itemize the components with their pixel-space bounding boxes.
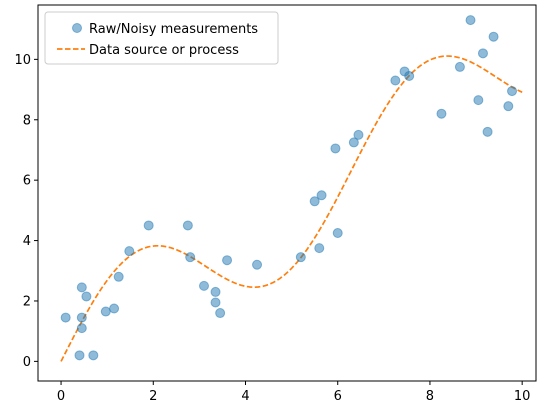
data-point [109,303,120,314]
data-point [124,246,135,257]
data-point [503,101,514,112]
data-point [309,196,320,207]
data-point [348,137,359,148]
y-tick-label: 8 [23,113,31,128]
data-point [390,75,401,86]
data-point [88,350,99,361]
data-point [100,306,111,317]
y-tick-label: 10 [14,53,31,68]
data-point [314,243,325,254]
x-tick-label: 4 [241,389,249,404]
data-point [60,312,71,323]
y-tick-label: 0 [23,355,31,370]
data-point [222,255,233,266]
data-point [454,61,465,72]
x-axis-ticks: 0 2 4 6 8 10 [57,381,531,404]
data-point [473,95,484,106]
legend: Raw/Noisy measurements Data source or pr… [44,11,279,65]
data-point [436,108,447,119]
legend-label-process: Data source or process [89,43,239,58]
data-point [76,323,87,334]
data-point [113,271,124,282]
data-point [182,220,193,231]
data-point [295,252,306,263]
data-point [488,31,499,42]
plot-area [38,5,536,381]
x-tick-label: 2 [149,389,157,404]
data-point [507,86,518,97]
data-point [465,15,476,26]
x-tick-label: 0 [57,389,65,404]
series-line-process [60,55,523,362]
y-tick-label: 6 [23,174,31,189]
plot-frame [37,4,537,382]
data-point [143,220,154,231]
data-point [76,282,87,293]
line-series-layer [60,55,523,362]
data-point [215,308,226,319]
y-axis-ticks: 0 2 4 6 8 10 [14,53,38,370]
legend-box [44,11,279,65]
x-tick-label: 8 [426,389,434,404]
data-point [210,286,221,297]
data-point [199,280,209,291]
data-point [252,259,263,270]
data-point [74,350,85,361]
data-point [316,190,327,201]
x-tick-label: 6 [334,389,342,404]
data-point [81,291,92,302]
x-tick-label: 10 [514,389,531,404]
legend-marker-scatter [72,23,82,33]
data-point [210,297,221,308]
y-tick-label: 4 [23,234,31,249]
data-point [482,126,493,137]
legend-label-measurements: Raw/Noisy measurements [89,22,258,37]
data-point [353,129,364,140]
scatter-series-layer [60,15,518,361]
data-point [332,228,343,239]
data-point [404,70,415,81]
data-point [185,252,196,263]
data-point [330,143,341,154]
y-tick-label: 2 [23,294,31,309]
data-point [477,48,488,59]
data-point [76,312,87,323]
